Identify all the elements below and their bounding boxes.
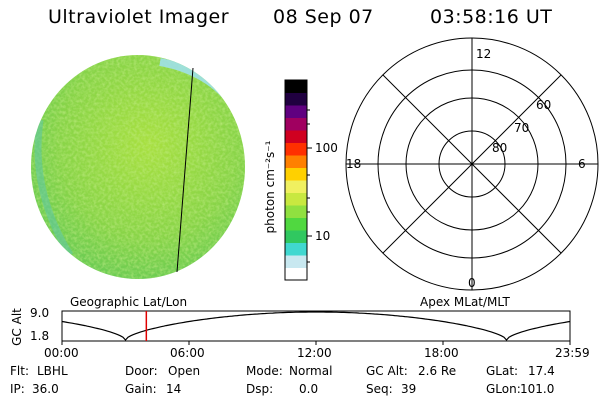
orbit-xtick-1200: 12:00 bbox=[297, 346, 332, 360]
colorbar-label: photon cm⁻²s⁻¹ bbox=[263, 140, 277, 234]
colorbar-segment bbox=[285, 180, 307, 193]
colorbar bbox=[284, 79, 312, 281]
instrument-title: Ultraviolet Imager bbox=[48, 6, 230, 28]
status-seq-key: Seq: bbox=[366, 382, 393, 396]
colorbar-tick-100: 100 bbox=[315, 141, 338, 155]
colorbar-segment bbox=[285, 192, 307, 206]
status-dsp-value: 0.0 bbox=[299, 382, 319, 396]
polar-grid bbox=[345, 37, 599, 291]
colorbar-segment bbox=[285, 92, 307, 106]
colorbar-segment bbox=[285, 80, 307, 93]
orbit-xtick-0000: 00:00 bbox=[44, 346, 79, 360]
status-ip-value: 36.0 bbox=[32, 382, 59, 396]
orbit-ytick-high: 9.0 bbox=[30, 306, 50, 320]
colorbar-segment bbox=[285, 267, 307, 281]
status-gain-value: 14 bbox=[166, 382, 182, 396]
colorbar-segment bbox=[285, 105, 307, 118]
status-glon-value: 101.0 bbox=[520, 382, 555, 396]
status-gcalt-value: 2.6 Re bbox=[418, 364, 457, 378]
orbit-ylabel: GC Alt bbox=[10, 308, 24, 346]
status-mode-key: Mode: bbox=[246, 364, 283, 378]
mlt-label-0: 0 bbox=[468, 276, 476, 290]
colorbar-segment bbox=[285, 142, 307, 156]
status-glat-key: GLat: bbox=[486, 364, 519, 378]
terminator-line bbox=[176, 67, 194, 273]
status-gain-key: Gain: bbox=[125, 382, 157, 396]
orbit-xtick-1800: 18:00 bbox=[424, 346, 459, 360]
colorbar-segment bbox=[285, 230, 307, 243]
lat-label-80: 80 bbox=[492, 141, 508, 155]
status-gcalt-key: GC Alt: bbox=[366, 364, 408, 378]
mlt-label-12: 12 bbox=[476, 47, 492, 61]
orbit-left-title: Geographic Lat/Lon bbox=[70, 295, 188, 309]
colorbar-segment bbox=[285, 242, 307, 256]
status-seq-value: 39 bbox=[401, 382, 417, 396]
status-flt-key: Flt: bbox=[10, 364, 29, 378]
orbit-plot bbox=[61, 310, 571, 345]
colorbar-segment bbox=[285, 155, 307, 168]
uv-image bbox=[31, 55, 245, 279]
time-label: 03:58:16 UT bbox=[430, 6, 553, 28]
status-mode-value: Normal bbox=[289, 364, 333, 378]
colorbar-segment bbox=[285, 117, 307, 131]
orbit-right-title: Apex MLat/MLT bbox=[420, 295, 510, 309]
status-door-key: Door: bbox=[125, 364, 158, 378]
lat-label-60: 60 bbox=[536, 98, 552, 112]
status-glat-value: 17.4 bbox=[528, 364, 555, 378]
status-door-value: Open bbox=[168, 364, 201, 378]
status-glon-key: GLon: bbox=[486, 382, 521, 396]
lat-label-70: 70 bbox=[514, 121, 530, 135]
orbit-xtick-0600: 06:00 bbox=[170, 346, 205, 360]
status-dsp-key: Dsp: bbox=[246, 382, 274, 396]
status-flt-value: LBHL bbox=[37, 364, 68, 378]
colorbar-segment bbox=[285, 217, 307, 231]
orbit-ytick-low: 1.8 bbox=[30, 329, 50, 343]
status-ip-key: IP: bbox=[10, 382, 25, 396]
colorbar-tick-10: 10 bbox=[315, 229, 331, 243]
colorbar-segment bbox=[285, 255, 307, 268]
orbit-xtick-2359: 23:59 bbox=[555, 346, 590, 360]
colorbar-segment bbox=[285, 130, 307, 143]
date-label: 08 Sep 07 bbox=[273, 6, 374, 28]
colorbar-segment bbox=[285, 205, 307, 218]
colorbar-segment bbox=[285, 167, 307, 181]
mlt-label-18: 18 bbox=[346, 157, 362, 171]
mlt-label-6: 6 bbox=[578, 157, 586, 171]
